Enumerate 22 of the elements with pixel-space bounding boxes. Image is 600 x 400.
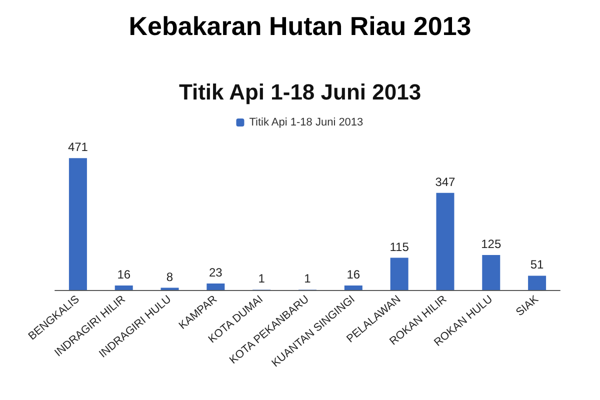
legend-label: Titik Api 1-18 Juni 2013 <box>249 116 364 128</box>
data-label: 1 <box>258 272 266 286</box>
chart-title: Kebakaran Hutan Riau 2013 <box>128 11 472 41</box>
bar <box>482 255 500 290</box>
data-label: 125 <box>481 237 502 251</box>
bar <box>344 286 362 290</box>
data-label: 471 <box>68 140 88 154</box>
bar <box>390 258 408 290</box>
data-label: 347 <box>435 174 456 189</box>
data-label: 51 <box>530 258 544 272</box>
bar <box>68 158 87 290</box>
data-label: 16 <box>117 268 131 282</box>
chart-subtitle: Titik Api 1-18 Juni 2013 <box>178 80 422 104</box>
bar <box>114 286 133 290</box>
data-label: 16 <box>346 268 360 282</box>
bar <box>436 192 454 290</box>
bar <box>206 284 225 290</box>
data-label: 115 <box>390 240 410 254</box>
data-label: 8 <box>166 270 174 284</box>
bar <box>528 276 546 290</box>
data-label: 23 <box>209 266 223 280</box>
data-label: 1 <box>304 272 312 286</box>
